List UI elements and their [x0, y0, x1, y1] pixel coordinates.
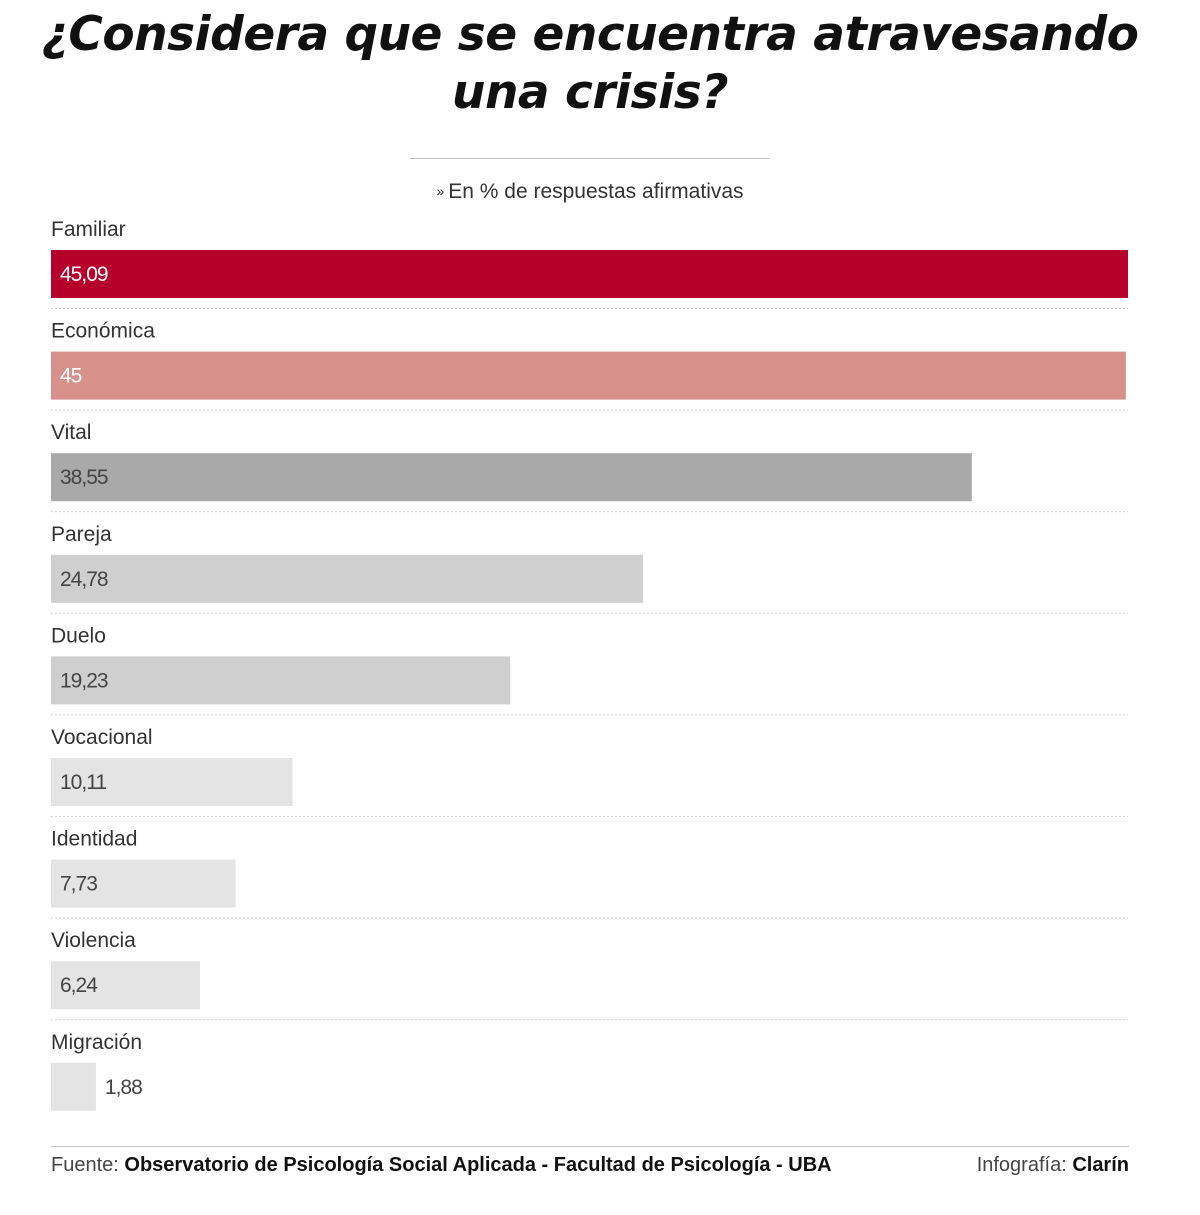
category-label: Identidad	[51, 828, 137, 851]
subtitle-marker: »	[436, 183, 445, 199]
value-label: 7,73	[60, 873, 97, 896]
category-label: Pareja	[51, 523, 112, 546]
value-label: 38,55	[60, 466, 108, 489]
bar	[51, 554, 643, 603]
category-label: Duelo	[51, 624, 106, 647]
category-label: Familiar	[51, 218, 126, 241]
bar	[51, 758, 293, 806]
value-label: 24,78	[60, 568, 108, 591]
credit-name: Clarín	[1072, 1154, 1129, 1176]
source-note: Fuente: Observatorio de Psicología Socia…	[51, 1154, 832, 1177]
bar	[51, 656, 511, 705]
bar	[51, 961, 201, 1010]
chart-subtitle: » En % de respuestas afirmativas	[0, 180, 1180, 204]
category-label: Violencia	[51, 929, 136, 952]
bar	[51, 453, 972, 502]
value-label: 1,88	[105, 1076, 142, 1099]
subtitle-divider	[410, 158, 770, 159]
bar	[51, 250, 1128, 298]
credit-note: Infografía: Clarín	[977, 1154, 1129, 1177]
category-label: Migración	[51, 1031, 142, 1054]
bar	[51, 1062, 96, 1111]
category-label: Económica	[51, 320, 155, 343]
bar	[51, 859, 236, 908]
value-label: 10,11	[60, 771, 106, 794]
value-label: 19,23	[60, 669, 108, 692]
category-label: Vital	[51, 421, 91, 444]
value-label: 45	[60, 365, 82, 388]
source-prefix: Fuente:	[51, 1154, 119, 1176]
credit-prefix: Infografía:	[976, 1154, 1067, 1176]
footer-divider	[51, 1146, 1129, 1147]
subtitle-text: En % de respuestas afirmativas	[448, 180, 744, 203]
value-label: 6,24	[60, 974, 98, 997]
chart-title: ¿Considera que se encuentra atravesando …	[41, 7, 1139, 120]
bar	[51, 351, 1126, 400]
source-name: Observatorio de Psicología Social Aplica…	[124, 1154, 832, 1176]
value-label: 45,09	[60, 263, 108, 286]
category-label: Vocacional	[51, 726, 153, 749]
